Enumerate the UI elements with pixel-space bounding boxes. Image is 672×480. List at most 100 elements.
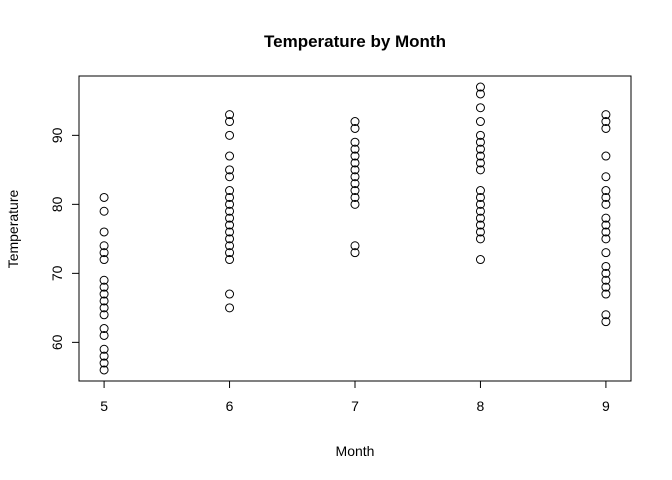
data-point	[99, 206, 109, 216]
data-point	[350, 172, 360, 182]
data-point	[99, 365, 109, 375]
data-point	[601, 268, 611, 278]
data-point	[601, 151, 611, 161]
data-point	[475, 89, 485, 99]
x-tick-label: 5	[100, 398, 108, 414]
data-point	[601, 282, 611, 292]
data-point	[99, 303, 109, 313]
data-point	[601, 289, 611, 299]
data-point	[350, 241, 360, 251]
data-point	[99, 192, 109, 202]
data-point	[350, 123, 360, 133]
data-point	[350, 248, 360, 258]
data-point	[350, 186, 360, 196]
data-point	[350, 137, 360, 147]
y-axis-label: Temperature	[5, 189, 21, 268]
data-point	[225, 220, 235, 230]
data-point	[601, 110, 611, 120]
data-point	[225, 130, 235, 140]
x-axis-label: Month	[336, 443, 375, 459]
data-point	[601, 220, 611, 230]
data-point	[475, 192, 485, 202]
data-point	[601, 199, 611, 209]
data-point	[99, 241, 109, 251]
x-axis: 5 6 7 8 9	[100, 380, 610, 414]
data-point	[225, 255, 235, 265]
x-tick-label: 7	[351, 398, 359, 414]
data-point	[475, 227, 485, 237]
data-point	[225, 227, 235, 237]
data-point	[99, 227, 109, 237]
data-point	[99, 358, 109, 368]
data-point	[225, 234, 235, 244]
data-point	[99, 344, 109, 354]
data-point	[475, 220, 485, 230]
data-point	[350, 165, 360, 175]
plot-frame	[78, 75, 632, 382]
data-point	[350, 117, 360, 127]
data-point	[225, 248, 235, 258]
data-point	[225, 289, 235, 299]
data-point	[99, 255, 109, 265]
data-point	[225, 165, 235, 175]
data-point	[350, 151, 360, 161]
data-point	[475, 186, 485, 196]
data-point	[99, 310, 109, 320]
data-point	[475, 117, 485, 127]
data-point	[350, 144, 360, 154]
data-point	[225, 172, 235, 182]
y-tick-label: 80	[49, 196, 65, 212]
data-point	[99, 282, 109, 292]
data-point	[601, 117, 611, 127]
data-point	[225, 110, 235, 120]
data-point	[475, 213, 485, 223]
data-point	[601, 310, 611, 320]
data-point	[475, 151, 485, 161]
data-point	[225, 186, 235, 196]
data-point	[475, 82, 485, 92]
data-point	[601, 213, 611, 223]
data-point	[601, 261, 611, 271]
x-tick-label: 8	[477, 398, 485, 414]
data-point	[475, 144, 485, 154]
data-point	[475, 165, 485, 175]
data-point	[350, 192, 360, 202]
data-point	[225, 213, 235, 223]
data-point	[475, 234, 485, 244]
data-point	[601, 227, 611, 237]
data-point	[601, 192, 611, 202]
data-point	[99, 275, 109, 285]
data-point	[225, 206, 235, 216]
data-point	[601, 234, 611, 244]
data-point	[475, 130, 485, 140]
data-point	[601, 123, 611, 133]
x-tick-label: 6	[226, 398, 234, 414]
data-point	[475, 103, 485, 113]
data-points	[99, 82, 611, 375]
y-tick-label: 90	[49, 127, 65, 143]
data-point	[601, 172, 611, 182]
y-axis: 60 70 80 90	[49, 127, 80, 350]
data-point	[601, 186, 611, 196]
data-point	[99, 330, 109, 340]
data-point	[601, 275, 611, 285]
data-point	[475, 137, 485, 147]
data-point	[601, 248, 611, 258]
chart-title: Temperature by Month	[264, 32, 446, 51]
data-point	[225, 151, 235, 161]
data-point	[475, 255, 485, 265]
data-point	[99, 351, 109, 361]
data-point	[225, 199, 235, 209]
data-point	[475, 158, 485, 168]
data-point	[99, 248, 109, 258]
data-point	[225, 303, 235, 313]
data-point	[350, 158, 360, 168]
data-point	[99, 296, 109, 306]
data-point	[225, 192, 235, 202]
data-point	[350, 179, 360, 189]
data-point	[601, 317, 611, 327]
y-tick-label: 70	[49, 265, 65, 281]
y-tick-label: 60	[49, 334, 65, 350]
data-point	[475, 199, 485, 209]
